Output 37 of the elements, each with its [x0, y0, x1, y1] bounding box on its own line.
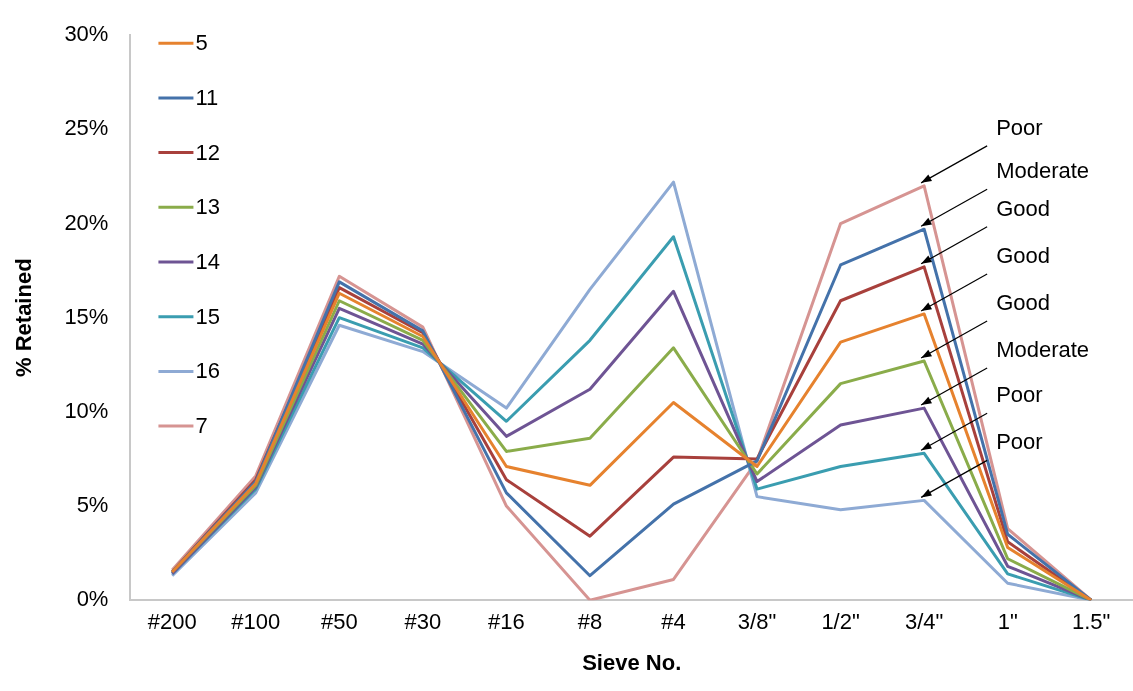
- annotation: Good: [996, 195, 1050, 221]
- y-tick-label: 25%: [64, 115, 109, 141]
- x-tick-label: #30: [404, 609, 442, 635]
- annotation: Moderate: [996, 337, 1090, 363]
- legend-label: 14: [195, 249, 220, 275]
- annotation: Moderate: [996, 158, 1090, 184]
- legend-label: 5: [195, 30, 208, 56]
- y-tick-label: 15%: [64, 303, 109, 329]
- y-tick-label: 20%: [64, 209, 109, 235]
- y-tick-label: 30%: [64, 21, 109, 47]
- y-tick-label: 5%: [76, 492, 109, 518]
- legend-label: 12: [195, 139, 220, 165]
- x-tick-label: #8: [577, 609, 603, 635]
- annotation: Poor: [996, 114, 1043, 140]
- x-tick-label: 1": [997, 609, 1018, 635]
- x-tick-label: #100: [231, 609, 281, 635]
- x-axis-title: Sieve No.: [582, 649, 682, 675]
- legend-label: 7: [195, 413, 208, 439]
- x-tick-label: 1.5": [1072, 609, 1111, 635]
- y-tick-label: 0%: [76, 586, 109, 612]
- legend-label: 11: [195, 84, 219, 110]
- x-tick-label: #200: [147, 609, 197, 635]
- x-tick-label: 1/2": [821, 609, 860, 635]
- annotation: Good: [996, 290, 1050, 316]
- legend-label: 16: [195, 358, 220, 384]
- y-tick-label: 10%: [64, 397, 109, 423]
- x-tick-label: #50: [320, 609, 358, 635]
- legend-label: 13: [195, 194, 220, 220]
- annotation: Poor: [996, 429, 1043, 455]
- annotation: Good: [996, 243, 1050, 268]
- annotation: Poor: [996, 382, 1043, 408]
- x-tick-label: 3/4": [904, 609, 944, 635]
- x-tick-label: #4: [661, 609, 686, 635]
- y-axis-title: % Retained: [11, 258, 37, 377]
- legend-label: 15: [195, 303, 220, 329]
- x-tick-label: 3/8": [737, 609, 777, 635]
- x-tick-label: #16: [488, 609, 525, 635]
